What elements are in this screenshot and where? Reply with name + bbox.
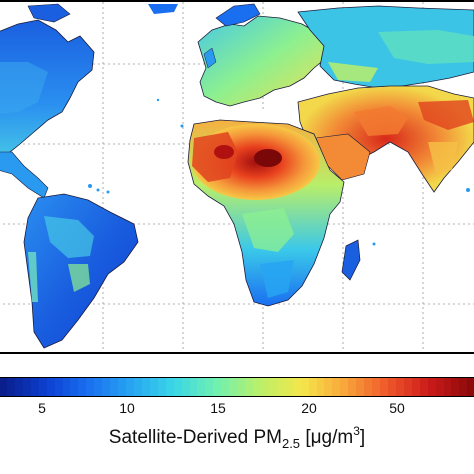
colorbar-segment — [205, 378, 214, 396]
colorbar-segment — [46, 378, 55, 396]
colorbar-segment — [348, 378, 357, 396]
arabian-peninsula — [315, 133, 371, 181]
colorbar-segment — [268, 378, 277, 396]
north-asia — [297, 5, 474, 89]
colorbar-segment — [411, 378, 420, 396]
colorbar-segment — [253, 378, 261, 396]
colorbar-segment — [30, 378, 39, 396]
colorbar-segment — [403, 378, 412, 396]
colorbar-segment — [173, 378, 182, 396]
caption-units-superscript: 3 — [353, 424, 360, 438]
colorbar-segment — [62, 378, 71, 396]
caption-units: [μg/m — [300, 427, 354, 448]
colorbar-segment — [292, 378, 301, 396]
africa — [187, 119, 345, 307]
pm25-map-canvas — [0, 2, 474, 352]
colorbar-segment — [300, 378, 309, 396]
colorbar-segment — [459, 378, 468, 396]
colorbar-tick-15: 15 — [210, 400, 226, 416]
colorbar-segment — [94, 378, 103, 396]
colorbar-segment — [332, 378, 341, 396]
colorbar-caption: Satellite-Derived PM2.5 [μg/m3] — [0, 424, 474, 451]
colorbar — [0, 377, 474, 397]
colorbar-segment — [181, 378, 190, 396]
colorbar-segment — [141, 378, 150, 396]
colorbar-segment — [221, 378, 230, 396]
world-map — [0, 0, 474, 354]
caption-units-close: ] — [359, 427, 366, 448]
colorbar-segment — [419, 378, 428, 396]
colorbar-tick-10: 10 — [119, 400, 135, 416]
colorbar-segment — [78, 378, 87, 396]
colorbar-segment — [372, 378, 380, 396]
colorbar-segment — [189, 378, 198, 396]
colorbar-segment — [149, 378, 158, 396]
small-islands — [88, 98, 470, 246]
colorbar-segment — [245, 378, 253, 396]
colorbar-segment — [308, 378, 317, 396]
colorbar-gradient — [0, 378, 474, 396]
colorbar-segment — [197, 378, 206, 396]
colorbar-segment — [157, 378, 166, 396]
colorbar-segment — [110, 378, 119, 396]
colorbar-segment — [364, 378, 373, 396]
colorbar-segment — [237, 378, 246, 396]
arctic-islands — [148, 4, 178, 14]
colorbar-segment — [133, 378, 142, 396]
colorbar-segment — [0, 378, 7, 396]
colorbar-segment — [22, 378, 31, 396]
colorbar-segment — [54, 378, 63, 396]
south-america — [23, 193, 139, 349]
colorbar-segment — [356, 378, 365, 396]
colorbar-segment — [86, 378, 95, 396]
colorbar-segment — [165, 378, 174, 396]
caption-main: Satellite-Derived PM — [108, 427, 282, 448]
colorbar-segment — [316, 378, 325, 396]
mediterranean — [212, 106, 298, 122]
colorbar-segment — [14, 378, 23, 396]
colorbar-segment — [260, 378, 269, 396]
colorbar-segment — [427, 378, 436, 396]
colorbar-tick-20: 20 — [301, 400, 317, 416]
colorbar-segment — [229, 378, 238, 396]
madagascar — [341, 239, 361, 281]
colorbar-segment — [387, 378, 396, 396]
colorbar-segment — [126, 378, 134, 396]
colorbar-segment — [451, 378, 460, 396]
north-america — [0, 3, 95, 199]
colorbar-segment — [324, 378, 333, 396]
colorbar-segment — [435, 378, 444, 396]
colorbar-tick-5: 5 — [38, 400, 46, 416]
colorbar-segment — [284, 378, 293, 396]
colorbar-tick-50: 50 — [389, 400, 405, 416]
caption-subscript: 2.5 — [281, 436, 301, 451]
colorbar-segment — [395, 378, 404, 396]
europe — [197, 3, 329, 107]
colorbar-segment — [276, 378, 285, 396]
colorbar-segment — [340, 378, 349, 396]
colorbar-segment — [38, 378, 47, 396]
colorbar-segment — [380, 378, 388, 396]
colorbar-segment — [70, 378, 79, 396]
colorbar-segment — [467, 378, 474, 396]
colorbar-segment — [6, 378, 15, 396]
colorbar-segment — [102, 378, 111, 396]
colorbar-segment — [118, 378, 126, 396]
colorbar-segment — [213, 378, 222, 396]
colorbar-segment — [443, 378, 452, 396]
